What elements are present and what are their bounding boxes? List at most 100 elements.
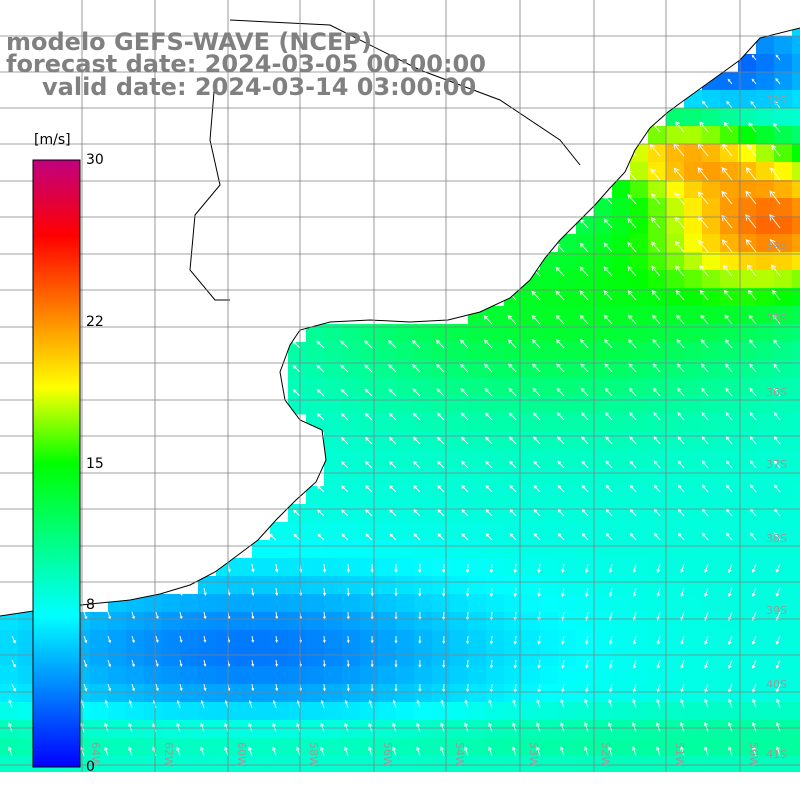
wind-arrow xyxy=(677,532,685,541)
field-cell xyxy=(378,342,397,361)
field-cell xyxy=(738,144,757,163)
wind-arrow xyxy=(465,587,470,597)
field-cell xyxy=(612,198,631,217)
wind-arrow xyxy=(275,659,279,667)
wind-arrow xyxy=(488,746,493,757)
field-cell xyxy=(738,720,757,739)
field-cell xyxy=(504,702,523,721)
wind-arrow xyxy=(83,683,88,692)
field-cell xyxy=(684,666,703,685)
wind-arrow xyxy=(251,635,255,643)
field-cell xyxy=(702,126,721,145)
field-cell xyxy=(522,612,541,631)
field-cell xyxy=(540,414,559,433)
wind-arrow xyxy=(509,436,517,445)
field-cell xyxy=(486,360,505,379)
field-cell xyxy=(504,576,523,595)
field-cell xyxy=(198,720,217,739)
field-cell xyxy=(630,576,649,595)
field-cell xyxy=(774,180,793,199)
wind-arrow xyxy=(389,485,397,493)
field-cell xyxy=(234,612,253,631)
field-cell xyxy=(702,648,721,667)
field-cell xyxy=(558,684,577,703)
wind-arrow xyxy=(560,698,565,709)
field-cell xyxy=(702,342,721,361)
field-cell xyxy=(630,216,649,235)
field-cell xyxy=(414,360,433,379)
field-cell xyxy=(396,342,415,361)
wind-arrow xyxy=(605,412,613,421)
field-cell xyxy=(252,684,271,703)
field-cell xyxy=(396,558,415,577)
wind-arrow xyxy=(364,340,373,349)
field-cell xyxy=(756,252,775,271)
field-cell xyxy=(558,234,577,253)
wind-arrow xyxy=(155,611,159,620)
field-cell xyxy=(234,738,253,757)
wind-arrow xyxy=(533,460,541,469)
field-cell xyxy=(432,594,451,613)
field-cell xyxy=(594,432,613,451)
wind-arrow xyxy=(418,563,422,574)
wind-arrow xyxy=(489,587,494,597)
field-cell xyxy=(522,720,541,739)
wind-arrow xyxy=(104,746,109,757)
wind-arrow xyxy=(317,485,325,493)
colorbar-tick-22: 22 xyxy=(86,313,104,330)
wind-arrow xyxy=(704,659,709,669)
field-cell xyxy=(324,432,343,451)
field-cell xyxy=(612,450,631,469)
wind-arrow xyxy=(485,533,493,541)
wind-arrow xyxy=(461,508,469,517)
field-cell xyxy=(738,216,757,235)
field-cell xyxy=(540,504,559,523)
field-cell xyxy=(108,702,127,721)
wind-arrow xyxy=(722,264,733,277)
wind-arrow xyxy=(652,363,661,373)
wind-arrow xyxy=(770,167,781,181)
wind-arrow xyxy=(750,100,757,109)
field-cell xyxy=(756,576,775,595)
wind-arrow xyxy=(513,659,517,669)
field-cell xyxy=(684,270,703,289)
wind-arrow xyxy=(416,699,421,709)
wind-arrow xyxy=(629,484,637,493)
field-cell xyxy=(126,648,145,667)
wind-arrow xyxy=(272,746,277,757)
field-cell xyxy=(702,486,721,505)
wind-arrow xyxy=(603,314,613,325)
field-cell xyxy=(756,90,775,109)
field-cell xyxy=(90,648,109,667)
wind-arrow xyxy=(769,190,781,205)
field-cell xyxy=(684,648,703,667)
field-cell xyxy=(630,180,649,199)
field-cell xyxy=(720,414,739,433)
field-cell xyxy=(450,630,469,649)
wind-arrow xyxy=(509,532,517,541)
field-cell xyxy=(792,108,800,127)
field-cell xyxy=(630,504,649,523)
wind-arrow xyxy=(11,659,16,668)
wind-arrow xyxy=(561,587,565,598)
lon-label: 50W xyxy=(747,742,760,767)
field-cell xyxy=(738,396,757,415)
field-cell xyxy=(522,540,541,559)
field-cell xyxy=(756,450,775,469)
wind-arrow xyxy=(388,388,397,397)
wind-arrow xyxy=(275,683,279,692)
field-cell xyxy=(522,324,541,343)
field-cell xyxy=(342,324,361,343)
field-cell xyxy=(144,648,163,667)
field-cell xyxy=(792,288,800,307)
field-cell xyxy=(684,720,703,739)
field-cell xyxy=(684,126,703,145)
field-cell xyxy=(558,612,577,631)
wind-arrow xyxy=(461,436,469,445)
field-cell xyxy=(468,558,487,577)
field-cell xyxy=(468,576,487,595)
field-cell xyxy=(468,342,487,361)
field-cell xyxy=(684,432,703,451)
field-cell xyxy=(666,144,685,163)
field-cell xyxy=(504,648,523,667)
